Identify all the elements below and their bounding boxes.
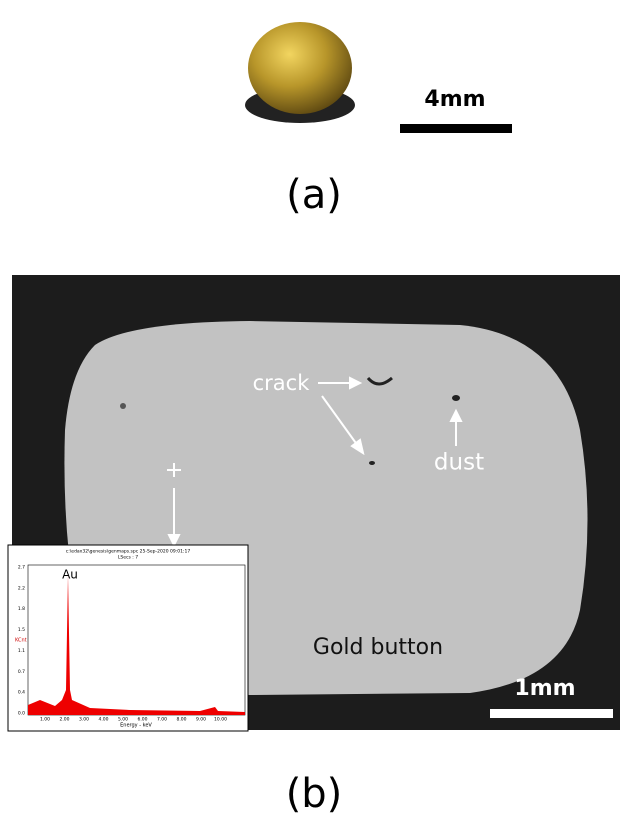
- eds-inset: c:\edax32\genesis\genmaps.spc 25-Sep-202…: [8, 545, 248, 731]
- scale-bar: [490, 709, 613, 718]
- x-tick-label: 5.00: [118, 717, 128, 723]
- scale-bar: [400, 124, 512, 133]
- sample-label: Gold button: [313, 635, 443, 660]
- x-tick-label: 4.00: [98, 717, 108, 723]
- x-tick-label: 3.00: [79, 717, 89, 723]
- y-tick-label: 0.7: [18, 669, 25, 675]
- gold-ball: [248, 22, 352, 114]
- dust-label: dust: [434, 450, 484, 476]
- x-tick-label: 10.00: [214, 717, 227, 723]
- crack-mark: [369, 461, 375, 465]
- x-tick-label: 8.00: [176, 717, 186, 723]
- scale-label: 1mm: [514, 676, 575, 701]
- pore: [120, 403, 126, 409]
- x-tick-label: 7.00: [157, 717, 167, 723]
- y-tick-label: 1.5: [18, 627, 25, 633]
- x-tick-label: 1.00: [40, 717, 50, 723]
- crack-label: crack: [253, 371, 311, 395]
- x-tick-label: 6.00: [137, 717, 147, 723]
- dust-mark: [452, 395, 460, 401]
- y-tick-label: 2.2: [18, 585, 25, 591]
- peak-label: Au: [62, 568, 78, 582]
- y-tick-label: 0.4: [18, 690, 25, 696]
- y-unit: KCnt: [15, 638, 27, 644]
- scale-label: 4mm: [424, 87, 485, 112]
- caption: (a): [286, 172, 342, 218]
- x-label: Energy - keV: [120, 723, 152, 729]
- caption: (b): [286, 771, 343, 817]
- y-tick-label: 2.7: [18, 565, 25, 571]
- inset-subheader: LSecs : 7: [118, 555, 138, 561]
- y-tick-label: 0.0: [18, 711, 25, 717]
- y-tick-label: 1.8: [18, 606, 25, 612]
- figure: 4mm (a) crack dust Gold button 1mm c:\ed…: [0, 0, 629, 817]
- x-tick-label: 2.00: [59, 717, 69, 723]
- inset-header: c:\edax32\genesis\genmaps.spc 25-Sep-202…: [66, 549, 191, 555]
- y-tick-label: 1.1: [18, 648, 25, 654]
- x-tick-label: 9.00: [196, 717, 206, 723]
